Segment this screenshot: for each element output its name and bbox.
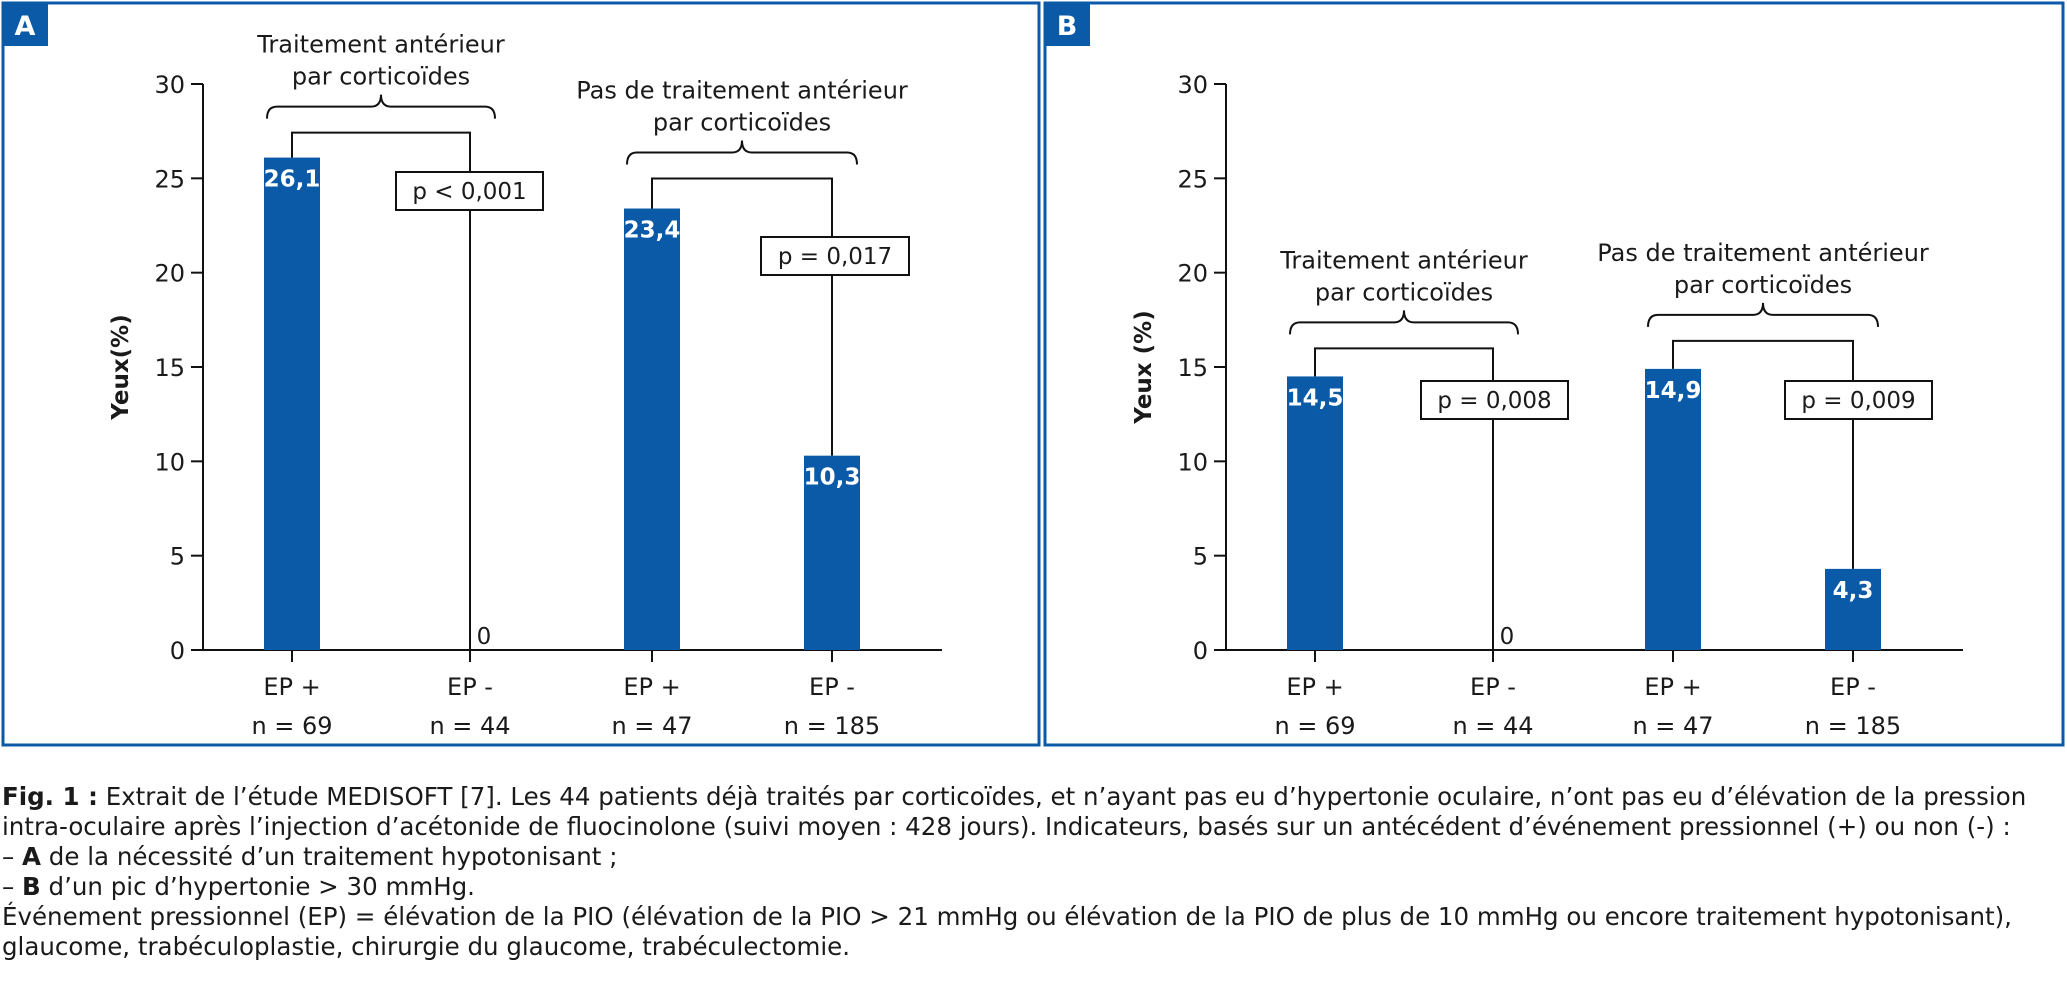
x-category-count: n = 185 — [784, 712, 880, 740]
pvalue-box — [1420, 380, 1569, 420]
y-tick-label: 25 — [154, 165, 185, 193]
x-category-count: n = 185 — [1805, 712, 1901, 740]
pvalue-label: p = 0,009 — [1801, 388, 1915, 414]
panel-letter: B — [1057, 11, 1078, 42]
panel-badge — [2, 2, 48, 46]
x-category-count: n = 44 — [1452, 712, 1533, 740]
x-category-count: n = 69 — [1274, 712, 1355, 740]
group-label-line1: Traitement antérieur — [1279, 246, 1528, 274]
y-tick-label: 0 — [170, 637, 185, 665]
group-brace — [626, 140, 858, 165]
panel-a: A 0 5 10 15 20 25 30 Yeux(%) 26,1 EP + n = 69 0 EP - n… — [1, 1, 1041, 747]
x-category-label: EP + — [263, 673, 320, 701]
x-category-label: EP + — [1644, 673, 1701, 701]
y-tick-label: 5 — [170, 543, 185, 571]
x-category-label: EP + — [1286, 673, 1343, 701]
group-brace — [1647, 302, 1879, 327]
x-category-label: EP - — [1830, 673, 1876, 701]
y-tick-label: 15 — [1177, 354, 1208, 382]
y-tick-label: 20 — [154, 260, 185, 288]
caption-line-1: Fig. 1 : Extrait de l’étude MEDISOFT [7]… — [2, 782, 2064, 812]
pvalue-box — [395, 171, 544, 211]
caption-fig-label: Fig. 1 : — [2, 782, 98, 811]
bar-value-label: 14,5 — [1287, 385, 1344, 411]
panel-badge — [1044, 2, 1090, 46]
group-label-line2: par corticoïdes — [653, 109, 831, 137]
caption-text-1: Extrait de l’étude MEDISOFT [7]. Les 44 … — [105, 782, 2027, 811]
bar-value-label: 0 — [1500, 624, 1515, 650]
significance-bracket — [1314, 347, 1494, 650]
panel-b: B 0 5 10 15 20 25 30 Yeux (%) 14,5 EP + n = 69 0 EP -… — [1043, 1, 2065, 747]
pvalue-label: p = 0,017 — [778, 244, 892, 270]
y-tick-label: 0 — [1193, 637, 1208, 665]
significance-bracket — [291, 131, 471, 650]
x-category-label: EP - — [809, 673, 855, 701]
group-label-line1: Pas de traitement antérieur — [576, 77, 908, 105]
y-tick-label: 20 — [1177, 260, 1208, 288]
y-tick-label: 30 — [154, 71, 185, 99]
bar-value-label: 23,4 — [624, 218, 681, 244]
x-category-label: EP - — [1470, 673, 1516, 701]
y-tick-label: 10 — [154, 448, 185, 476]
pvalue-box — [760, 236, 910, 276]
bar-value-label: 10,3 — [804, 465, 861, 491]
x-category-count: n = 47 — [611, 712, 692, 740]
x-category-count: n = 47 — [1632, 712, 1713, 740]
caption-line-5: Événement pressionnel (EP) = élévation d… — [2, 902, 2012, 931]
group-label-line1: Traitement antérieur — [256, 31, 505, 59]
group-label-line1: Pas de traitement antérieur — [1597, 239, 1929, 267]
bar-value-label: 0 — [477, 624, 492, 650]
x-category-label: EP + — [623, 673, 680, 701]
x-category-count: n = 44 — [429, 712, 510, 740]
bar — [1645, 368, 1701, 650]
bar — [1287, 376, 1343, 650]
significance-bracket — [1672, 339, 1854, 569]
y-axis-label: Yeux (%) — [1131, 310, 1157, 424]
bar — [264, 157, 320, 650]
group-brace — [1289, 310, 1519, 335]
y-tick-label: 15 — [154, 354, 185, 382]
caption-item-b: – B d’un pic d’hypertonie > 30 mmHg. — [2, 872, 475, 901]
significance-bracket — [651, 177, 833, 456]
x-category-count: n = 69 — [251, 712, 332, 740]
group-label-line2: par corticoïdes — [1315, 278, 1493, 306]
y-tick-label: 10 — [1177, 448, 1208, 476]
pvalue-box — [1784, 380, 1933, 420]
group-label-line2: par corticoïdes — [1674, 271, 1852, 299]
bar — [1825, 568, 1881, 650]
bar-value-label: 4,3 — [1833, 578, 1874, 604]
group-brace — [266, 94, 496, 119]
caption-item-a: – A de la nécessité d’un traitement hypo… — [2, 842, 618, 871]
pvalue-label: p < 0,001 — [412, 179, 526, 205]
caption-line-2: intra-oculaire après l’injection d’acéto… — [2, 812, 2011, 841]
panel-frame — [1043, 1, 2065, 747]
bar — [804, 455, 860, 650]
bar-value-label: 26,1 — [264, 167, 321, 193]
y-tick-label: 5 — [1193, 543, 1208, 571]
group-label-line2: par corticoïdes — [292, 63, 470, 91]
pvalue-label: p = 0,008 — [1437, 388, 1551, 414]
y-tick-label: 25 — [1177, 165, 1208, 193]
figure-charts: A 0 5 10 15 20 25 30 Yeux(%) 26,1 EP + n = 69 0 EP - n… — [1, 1, 2065, 747]
figure-caption: Fig. 1 : Extrait de l’étude MEDISOFT [7]… — [2, 782, 2064, 962]
panel-frame — [1, 1, 1041, 747]
x-category-label: EP - — [447, 673, 493, 701]
y-tick-label: 30 — [1177, 71, 1208, 99]
y-axis-label: Yeux(%) — [108, 314, 134, 420]
bar-value-label: 14,9 — [1645, 378, 1702, 404]
panel-letter: A — [15, 11, 36, 42]
bar — [624, 208, 680, 650]
caption-line-6: glaucome, trabéculoplastie, chirurgie du… — [2, 932, 850, 961]
